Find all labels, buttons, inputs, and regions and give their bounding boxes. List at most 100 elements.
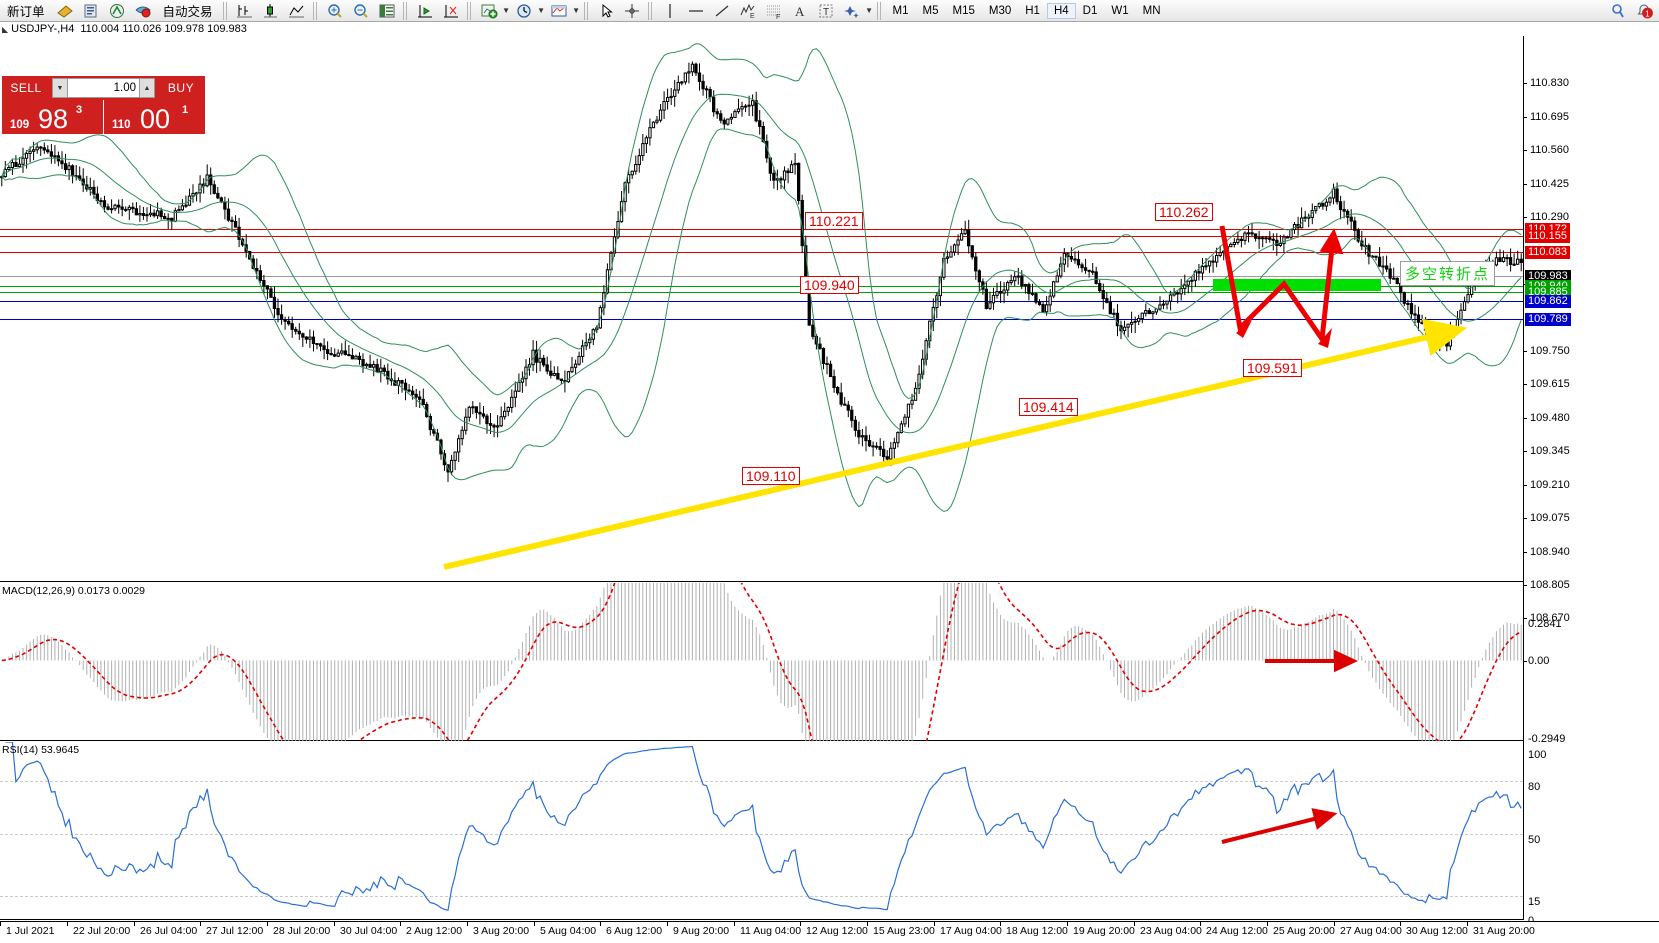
timeframe-mn[interactable]: MN xyxy=(1142,4,1161,17)
sell-price-fraction: 3 xyxy=(76,104,83,116)
timeframe-m1[interactable]: M1 xyxy=(892,4,909,17)
bar-chart-icon[interactable] xyxy=(232,0,258,22)
buy-price-display[interactable]: 110 00 1 xyxy=(104,100,205,134)
timeframe-h1[interactable]: H1 xyxy=(1025,4,1040,17)
price-tick: 110.560 xyxy=(1523,144,1659,156)
price-level-label-110-083[interactable]: 110.083 xyxy=(1525,246,1570,259)
grid-icon[interactable] xyxy=(374,0,400,22)
timeframe-group: M1 M5 M15 M30 H1 H4 D1 W1 MN xyxy=(886,2,1168,19)
level-line-110-172 xyxy=(0,229,1523,230)
time-label: 24 Aug 12:00 xyxy=(1200,921,1268,937)
vertical-line-icon[interactable] xyxy=(657,0,683,22)
fibonacci-icon[interactable]: F xyxy=(761,0,787,22)
price-tick: 108.940 xyxy=(1523,546,1659,558)
text-label-icon[interactable]: T xyxy=(813,0,839,22)
main-toolbar: 新订单 自动交易 ▼ ▼ ▼ xyxy=(0,0,1659,22)
candlestick-chart-icon[interactable] xyxy=(258,0,284,22)
templates-icon[interactable] xyxy=(546,0,572,22)
shapes-dropdown-arrow[interactable]: ▼ xyxy=(865,5,873,15)
price-level-label-109-983[interactable]: 109.983 xyxy=(1525,270,1571,283)
trendline-icon[interactable] xyxy=(709,0,735,22)
autotrading-button[interactable]: 自动交易 xyxy=(156,0,220,22)
chart-pointer-icon: ◣ xyxy=(2,24,9,34)
cursor-icon[interactable] xyxy=(593,0,619,22)
rsi-red-arrow xyxy=(1221,808,1338,844)
buy-button[interactable]: BUY xyxy=(157,76,205,100)
volume-decrease-button[interactable]: ▼ xyxy=(52,78,68,98)
sell-price-display[interactable]: 109 98 3 xyxy=(2,100,104,134)
periods-dropdown-arrow[interactable]: ▼ xyxy=(537,5,545,15)
price-candles xyxy=(0,43,1523,513)
zoom-in-icon[interactable] xyxy=(322,0,348,22)
time-label: 17 Aug 04:00 xyxy=(934,921,1002,937)
volume-input[interactable]: 1.00 xyxy=(68,78,139,98)
indicators-icon[interactable] xyxy=(476,0,502,22)
search-icon[interactable] xyxy=(1609,2,1629,20)
timeframe-m5[interactable]: M5 xyxy=(922,4,939,17)
shapes-icon[interactable] xyxy=(839,0,865,22)
timeframe-w1[interactable]: W1 xyxy=(1111,4,1129,17)
annotation-110-262: 110.262 xyxy=(1155,203,1213,221)
text-icon[interactable]: A xyxy=(787,0,813,22)
periods-icon[interactable] xyxy=(511,0,537,22)
rsi-pane[interactable]: RSI(14) 53.9645 xyxy=(0,742,1523,920)
timeframe-h4[interactable]: H4 xyxy=(1046,2,1076,19)
macd-pane[interactable]: MACD(12,26,9) 0.0173 0.0029 xyxy=(0,583,1523,741)
market-watch-icon[interactable] xyxy=(130,0,156,22)
time-label: 30 Aug 12:00 xyxy=(1400,921,1468,937)
rsi-tick-50: 50 xyxy=(1528,834,1541,846)
macd-tick-max: 0.2841 xyxy=(1528,618,1562,630)
price-tick: 109.480 xyxy=(1523,412,1659,424)
annotation-109-591: 109.591 xyxy=(1243,359,1302,377)
time-label: 1 Jul 2021 xyxy=(0,921,54,937)
annotation-109-110: 109.110 xyxy=(742,467,800,485)
level-line-109-983 xyxy=(0,276,1523,277)
notification-icon[interactable]: 1 xyxy=(1635,2,1655,20)
price-tick: 109.750 xyxy=(1523,345,1659,357)
rsi-tick-15: 15 xyxy=(1528,896,1541,908)
new-order-button[interactable]: 新订单 xyxy=(0,0,52,22)
rsi-tick-80: 80 xyxy=(1528,781,1541,793)
elliott-wave-icon[interactable]: E xyxy=(735,0,761,22)
toolbar-separator xyxy=(312,1,319,20)
price-level-label-109-862[interactable]: 109.862 xyxy=(1525,295,1571,308)
timeframe-m15[interactable]: M15 xyxy=(952,4,975,17)
crosshair-icon[interactable] xyxy=(619,0,645,22)
volume-control[interactable]: ▼ 1.00 ▲ xyxy=(50,76,157,100)
new-order-label: 新订单 xyxy=(7,5,45,19)
auto-scroll-icon[interactable] xyxy=(438,0,464,22)
price-pane[interactable]: 110.221 110.262 109.940 109.591 109.414 … xyxy=(0,36,1523,582)
symbol-bar: ◣ USDJPY-,H4 110.004 110.026 109.978 109… xyxy=(0,22,1659,36)
time-label: 31 Aug 20:00 xyxy=(1467,921,1535,937)
time-label: 11 Aug 04:00 xyxy=(734,921,801,937)
price-tick: 109.210 xyxy=(1523,479,1659,491)
rsi-label: RSI(14) 53.9645 xyxy=(2,744,80,756)
green-support-zone xyxy=(1213,279,1381,291)
timeframe-m30[interactable]: M30 xyxy=(988,4,1012,17)
terminal-icon[interactable] xyxy=(78,0,104,22)
charts-icon[interactable] xyxy=(52,0,78,22)
horizontal-line-icon[interactable] xyxy=(683,0,709,22)
annotation-turning-point: 多空转折点 xyxy=(1400,261,1496,286)
time-label: 27 Jul 12:00 xyxy=(200,921,263,937)
navigator-icon[interactable] xyxy=(104,0,130,22)
annotation-109-414: 109.414 xyxy=(1019,398,1078,416)
sell-button[interactable]: SELL xyxy=(2,76,50,100)
price-scale[interactable]: 110.830 110.695 110.560 110.425 110.290 110.0… xyxy=(1523,36,1659,927)
level-line-109-940 xyxy=(0,286,1523,287)
price-level-label-109-789[interactable]: 109.789 xyxy=(1525,313,1571,326)
time-label: 9 Aug 20:00 xyxy=(667,921,729,937)
line-chart-icon[interactable] xyxy=(284,0,310,22)
indicators-dropdown-arrow[interactable]: ▼ xyxy=(502,5,510,15)
rsi-grid-50 xyxy=(0,834,1523,835)
price-level-label-110-155[interactable]: 110.155 xyxy=(1525,230,1570,243)
rsi-drawings xyxy=(1221,808,1338,844)
shift-end-icon[interactable] xyxy=(412,0,438,22)
chart-area[interactable]: SELL ▼ 1.00 ▲ BUY 109 98 3 110 00 1 xyxy=(0,36,1659,943)
zoom-out-icon[interactable] xyxy=(348,0,374,22)
toolbar-separator xyxy=(402,1,409,20)
volume-increase-button[interactable]: ▲ xyxy=(139,78,155,98)
timeframe-d1[interactable]: D1 xyxy=(1082,4,1098,17)
templates-dropdown-arrow[interactable]: ▼ xyxy=(572,5,580,15)
one-click-trading-panel[interactable]: SELL ▼ 1.00 ▲ BUY 109 98 3 110 00 1 xyxy=(2,76,205,134)
